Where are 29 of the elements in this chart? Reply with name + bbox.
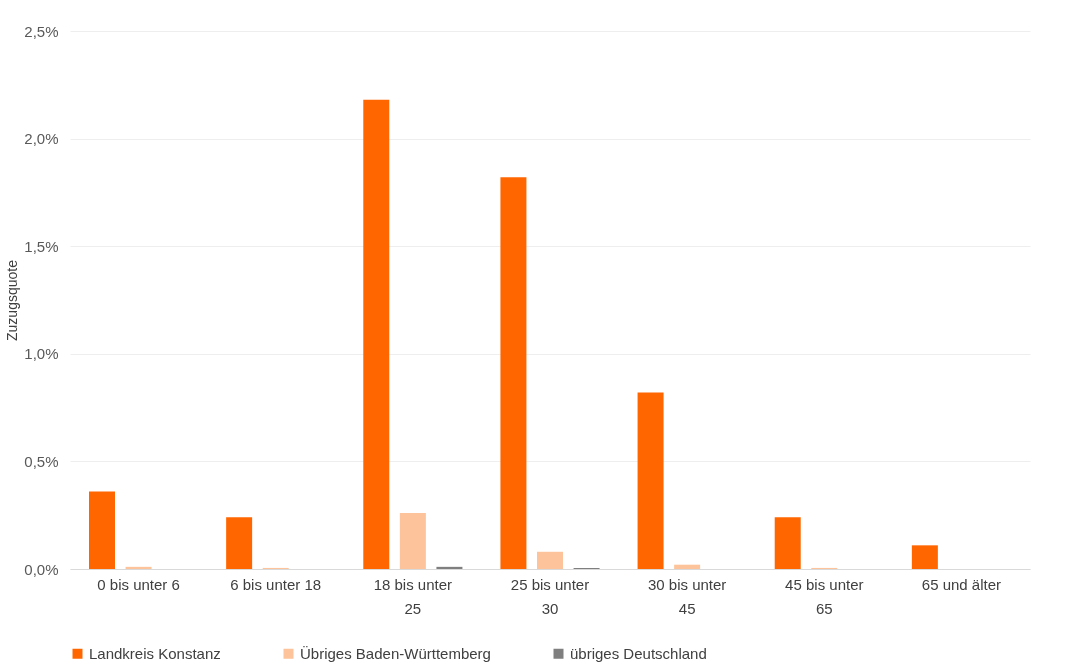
legend-label: übriges Deutschland [570,644,707,662]
bar [637,392,664,569]
bar [363,99,390,569]
bar [125,566,152,569]
y-tick-label: 0,5% [24,452,59,470]
bar [89,491,115,569]
bar [436,566,463,569]
y-tick-label: 2,0% [24,130,59,148]
x-tick-label: 45 bis unter 65 [785,575,864,617]
y-axis-title: Zuzugsquote [4,259,21,341]
bar [537,551,563,569]
y-tick-label: 2,5% [24,22,59,40]
x-tick-label: 65 und älter [921,575,1002,593]
y-tick-label: 0,0% [24,560,59,578]
bar [911,545,938,569]
bar [774,517,801,569]
x-tick-label: 6 bis unter 18 [230,575,322,593]
x-tick-label: 25 bis unter 30 [510,575,590,617]
bar [674,564,701,569]
y-tick-label: 1,0% [24,345,59,363]
bar [226,517,253,569]
y-tick-label: 1,5% [24,237,59,255]
legend-label: Landkreis Konstanz [89,644,221,662]
x-tick-label: 18 bis unter 25 [373,575,453,617]
bar [399,513,426,569]
legend-label: Übriges Baden-Württemberg [300,644,491,662]
x-tick-label: 0 bis unter 6 [97,575,180,593]
bar [500,177,527,569]
x-tick-label: 30 bis unter 45 [647,575,727,617]
